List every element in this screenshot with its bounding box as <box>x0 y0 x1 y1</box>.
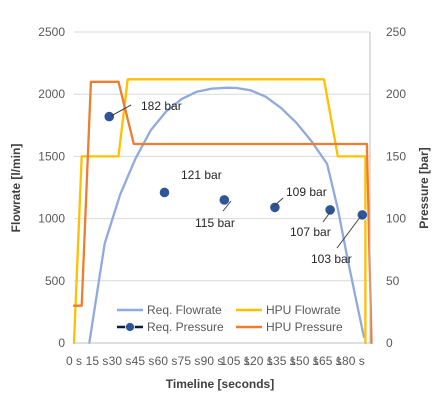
x-tick-label: 180 s <box>335 354 364 368</box>
pressure-annotations: 182 bar 121 bar 115 bar 109 bar 107 bar … <box>110 99 362 266</box>
legend-label-hpu-flowrate: HPU Flowrate <box>266 303 341 317</box>
legend-item-hpu-flowrate: HPU Flowrate <box>236 303 341 317</box>
right-y-tick-label: 50 <box>386 274 400 288</box>
x-tick-label: 0 s <box>66 354 82 368</box>
legend-item-req-flowrate: Req. Flowrate <box>117 303 222 317</box>
right-y-tick-label: 0 <box>386 336 393 350</box>
plot-series <box>72 78 373 345</box>
legend: Req. Flowrate HPU Flowrate Req. Pressure… <box>117 303 343 334</box>
data-point-req-pressure <box>218 194 230 206</box>
axes: 0 500 1000 1500 2000 2500 0 50 100 150 200 250 0 s 15… <box>38 25 406 368</box>
left-y-tick-label: 500 <box>45 274 65 288</box>
x-tick-label: 75 s <box>178 354 201 368</box>
annotation-leader-109 <box>272 197 284 208</box>
left-y-tick-label: 2500 <box>38 25 65 39</box>
x-tick-label: 165 s <box>312 354 341 368</box>
x-tick-label: 45 s <box>132 354 155 368</box>
legend-label-req-flowrate: Req. Flowrate <box>147 303 222 317</box>
data-point-req-pressure <box>324 204 336 216</box>
annotation-leader-107 <box>322 210 332 223</box>
x-tick-label: 150 s <box>289 354 318 368</box>
series-line-req-flowrate <box>88 86 366 345</box>
data-point-req-pressure <box>269 201 281 214</box>
data-point-req-pressure <box>103 110 115 123</box>
annotation-107-bar: 107 bar <box>290 225 331 239</box>
right-y-tick-label: 100 <box>386 212 406 226</box>
left-y-tick-label: 2000 <box>38 87 65 101</box>
annotation-182-bar: 182 bar <box>141 99 182 113</box>
annotation-leader-103 <box>336 215 362 249</box>
series-line-hpu-pressure <box>72 80 373 345</box>
annotation-121-bar: 121 bar <box>181 168 222 182</box>
right-y-tick-label: 250 <box>386 25 406 39</box>
annotation-109-bar: 109 bar <box>286 185 327 199</box>
right-y-tick-label: 150 <box>386 149 406 163</box>
x-tick-label: 120 s <box>243 354 272 368</box>
gridlines <box>74 31 370 282</box>
annotation-115-bar: 115 bar <box>195 216 235 230</box>
annotation-leader-115 <box>222 200 232 212</box>
right-y-axis-title: Pressure [bar] <box>417 147 431 228</box>
x-axis-title: Timeline [seconds] <box>166 377 274 391</box>
legend-item-req-pressure: Req. Pressure <box>117 320 224 334</box>
annotation-103-bar: 103 bar <box>311 252 352 266</box>
left-y-axis-title: Flowrate [l/min] <box>9 144 23 233</box>
legend-label-req-pressure: Req. Pressure <box>147 320 224 334</box>
data-point-req-pressure <box>158 186 171 199</box>
legend-item-hpu-pressure: HPU Pressure <box>236 320 343 334</box>
legend-label-hpu-pressure: HPU Pressure <box>266 320 343 334</box>
right-y-tick-label: 200 <box>386 87 406 101</box>
x-tick-label: 30 s <box>109 354 132 368</box>
annotation-leader-182 <box>110 104 132 117</box>
x-tick-label: 15 s <box>86 354 109 368</box>
x-tick-label: 60 s <box>155 354 178 368</box>
x-tick-label: 105 s <box>220 354 249 368</box>
left-y-tick-label: 0 <box>58 336 65 350</box>
x-tick-label: 135 s <box>266 354 295 368</box>
legend-marker-req-pressure <box>125 322 135 332</box>
left-y-tick-label: 1500 <box>38 149 65 163</box>
left-y-tick-label: 1000 <box>38 212 65 226</box>
x-tick-label: 90 s <box>201 354 224 368</box>
